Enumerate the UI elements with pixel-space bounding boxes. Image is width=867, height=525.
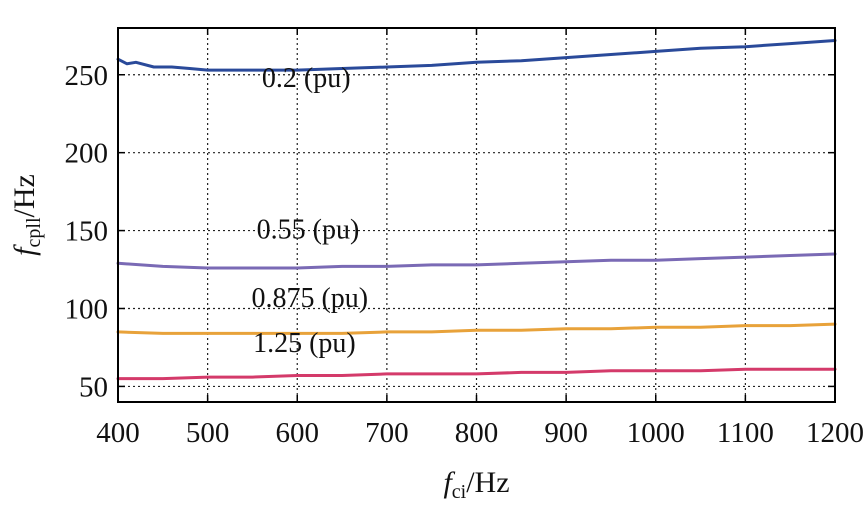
x-tick-label: 400 bbox=[96, 417, 140, 449]
y-tick-label: 250 bbox=[65, 60, 109, 92]
x-tick-label: 700 bbox=[365, 417, 409, 449]
x-tick-label: 500 bbox=[186, 417, 230, 449]
x-tick-label: 600 bbox=[276, 417, 320, 449]
y-axis-title: fcpll/Hz bbox=[8, 174, 45, 256]
y-tick-labels: 50 100 150 200 250 bbox=[65, 60, 109, 404]
series-labels: 0.2 (pu) 0.55 (pu) 0.875 (pu) 1.25 (pu) bbox=[251, 63, 368, 359]
series-lines bbox=[116, 39, 837, 381]
series-line bbox=[116, 322, 837, 335]
axis-ticks bbox=[117, 28, 836, 402]
series-label: 0.2 (pu) bbox=[262, 63, 351, 94]
series-line bbox=[116, 252, 837, 270]
x-tick-label: 1200 bbox=[806, 417, 864, 449]
x-tick-labels: 400 500 600 700 800 900 1000 1100 1200 bbox=[96, 417, 864, 449]
series-label: 0.875 (pu) bbox=[251, 283, 368, 314]
y-tick-label: 50 bbox=[79, 371, 108, 403]
y-axis-unit: /Hz bbox=[8, 174, 41, 217]
x-tick-label: 1100 bbox=[717, 417, 774, 449]
y-axis-subscript: cpll bbox=[23, 217, 45, 247]
series-line bbox=[116, 39, 837, 72]
x-tick-label: 900 bbox=[544, 417, 588, 449]
y-tick-label: 150 bbox=[65, 216, 109, 248]
x-tick-label: 1000 bbox=[627, 417, 685, 449]
y-tick-label: 100 bbox=[65, 294, 109, 326]
grid bbox=[118, 28, 835, 402]
series-line bbox=[116, 367, 837, 381]
series-label: 0.55 (pu) bbox=[257, 214, 360, 245]
series-label: 1.25 (pu) bbox=[253, 328, 356, 359]
y-tick-label: 200 bbox=[65, 138, 109, 170]
x-tick-label: 800 bbox=[455, 417, 499, 449]
x-axis-unit: /Hz bbox=[466, 466, 509, 499]
x-axis-title: fci/Hz bbox=[443, 466, 509, 503]
x-axis-subscript: ci bbox=[452, 481, 467, 503]
